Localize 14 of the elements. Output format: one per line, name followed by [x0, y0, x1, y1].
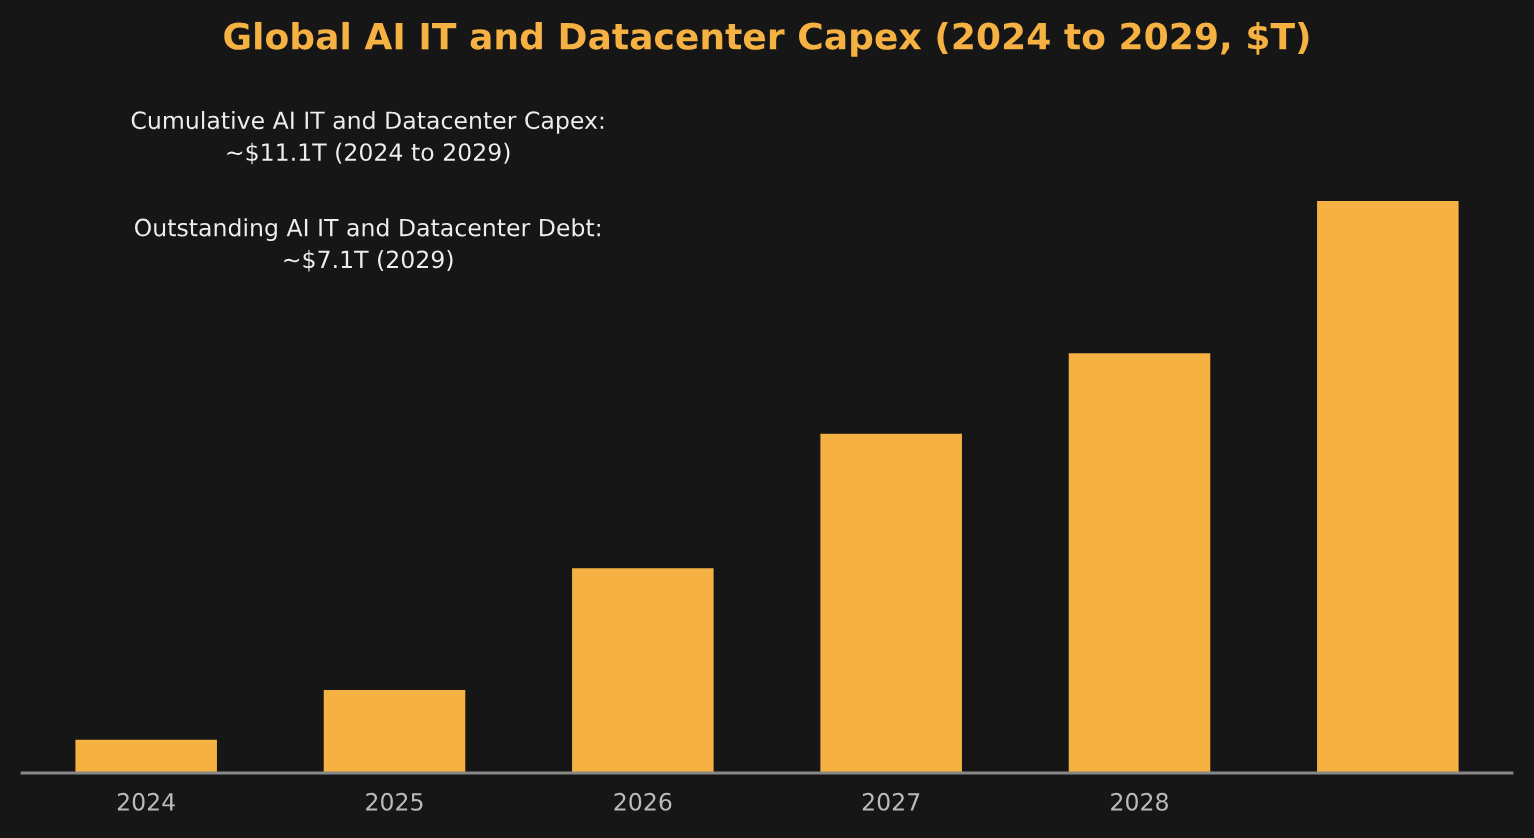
text: Cumulative AI IT and Datacenter Capex: ~$11.1T (2024 to 2029) [131, 110, 604, 165]
bar [820, 433, 962, 773]
annotation: Outstanding AI IT and Datacenter Debt: ~$7.1T (2029) [134, 218, 600, 272]
x-tick-label: 2026 [614, 792, 672, 811]
x-tick-label: 2025 [366, 792, 423, 811]
bar [323, 690, 466, 773]
x-tick-label: 2024 [117, 792, 175, 811]
bar [75, 739, 217, 773]
bar [1317, 201, 1459, 773]
x-tick-label: 2028 [1111, 792, 1168, 811]
bar [1068, 353, 1211, 773]
chart-title: Global AI IT and Datacenter Capex (2024 to 2029, $T) [224, 21, 1309, 57]
bar [572, 568, 714, 773]
x-tick-label: 2027 [862, 792, 920, 811]
